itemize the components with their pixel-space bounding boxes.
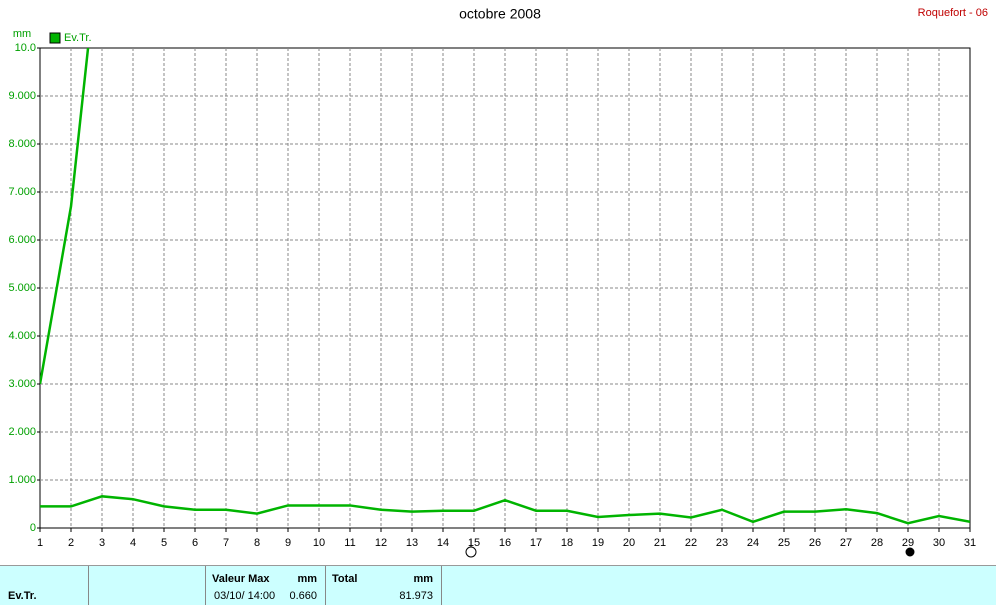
y-tick-label: 9.000 xyxy=(8,90,36,102)
y-tick-label: 7.000 xyxy=(8,186,36,198)
legend-label: Ev.Tr. xyxy=(64,32,92,44)
max-cell: Valeur Max mm 03/10/ 14:00 0.660 xyxy=(206,566,326,605)
chart: octobre 2008 Roquefort - 06 mm 0 1.000 2.0… xyxy=(8,6,988,558)
total-unit: mm xyxy=(413,573,433,585)
total-value: 81.973 xyxy=(399,590,433,602)
y-unit: mm xyxy=(13,28,31,40)
x-tick-label: 17 xyxy=(530,537,542,549)
x-tick-label: 15 xyxy=(468,537,480,549)
y-tick-label: 5.000 xyxy=(8,282,36,294)
y-tick-label: 2.000 xyxy=(8,426,36,438)
x-tick-label: 30 xyxy=(933,537,945,549)
max-unit: mm xyxy=(297,573,317,585)
chart-title: octobre 2008 xyxy=(459,6,541,22)
x-tick-label: 31 xyxy=(964,537,976,549)
x-tick-label: 13 xyxy=(406,537,418,549)
empty-cell xyxy=(89,566,206,605)
x-tick-label: 6 xyxy=(192,537,198,549)
x-tick-label: 7 xyxy=(223,537,229,549)
x-tick-label: 26 xyxy=(809,537,821,549)
x-tick-label: 28 xyxy=(871,537,883,549)
row-label-cell: Ev.Tr. xyxy=(0,566,89,605)
y-tick-label: 8.000 xyxy=(8,138,36,150)
row-label: Ev.Tr. xyxy=(8,590,37,602)
x-tick-label: 18 xyxy=(561,537,573,549)
x-tick-label: 19 xyxy=(592,537,604,549)
footer-table: Ev.Tr. Valeur Max mm 03/10/ 14:00 0.660 … xyxy=(0,565,996,605)
max-value: 0.660 xyxy=(289,590,317,602)
moon-new xyxy=(905,547,915,557)
x-tick-label: 14 xyxy=(437,537,449,549)
y-tick-label: 0 xyxy=(30,522,36,534)
y-tick-label: 1.000 xyxy=(8,474,36,486)
max-date: 03/10/ 14:00 xyxy=(214,590,276,602)
plot xyxy=(40,48,970,525)
x-tick-label: 3 xyxy=(99,537,105,549)
total-header: Total xyxy=(332,573,358,585)
x-tick-label: 9 xyxy=(285,537,291,549)
x-tick-label: 27 xyxy=(840,537,852,549)
total-cell: Total mm 81.973 xyxy=(326,566,442,605)
x-tick-label: 8 xyxy=(254,537,260,549)
station-label: Roquefort - 06 xyxy=(918,7,988,19)
x-tick-label: 25 xyxy=(778,537,790,549)
x-tick-label: 10 xyxy=(313,537,325,549)
x-tick-label: 2 xyxy=(68,537,74,549)
x-tick-label: 11 xyxy=(344,537,355,549)
y-tick-label: 4.000 xyxy=(8,330,36,342)
x-tick-label: 24 xyxy=(747,537,759,549)
max-header: Valeur Max xyxy=(212,573,270,585)
x-tick-label: 29 xyxy=(902,537,914,549)
x-tick-label: 1 xyxy=(37,537,43,549)
x-tick-label: 20 xyxy=(623,537,635,549)
x-tick-label: 16 xyxy=(499,537,511,549)
x-tick-label: 5 xyxy=(161,537,167,549)
legend-swatch xyxy=(49,32,61,44)
y-tick-label: 10.0 xyxy=(15,42,36,54)
x-tick-label: 23 xyxy=(716,537,728,549)
data-line xyxy=(40,495,970,525)
y-tick-label: 3.000 xyxy=(8,378,36,390)
x-tick-label: 12 xyxy=(375,537,387,549)
data-line xyxy=(40,48,90,385)
y-tick-label: 6.000 xyxy=(8,234,36,246)
x-tick-label: 21 xyxy=(654,537,666,549)
x-tick-label: 22 xyxy=(685,537,697,549)
x-tick-label: 4 xyxy=(130,537,136,549)
